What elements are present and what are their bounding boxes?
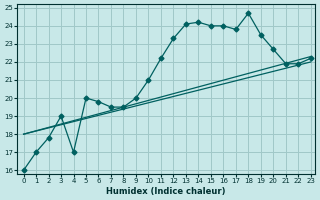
X-axis label: Humidex (Indice chaleur): Humidex (Indice chaleur)	[106, 187, 226, 196]
